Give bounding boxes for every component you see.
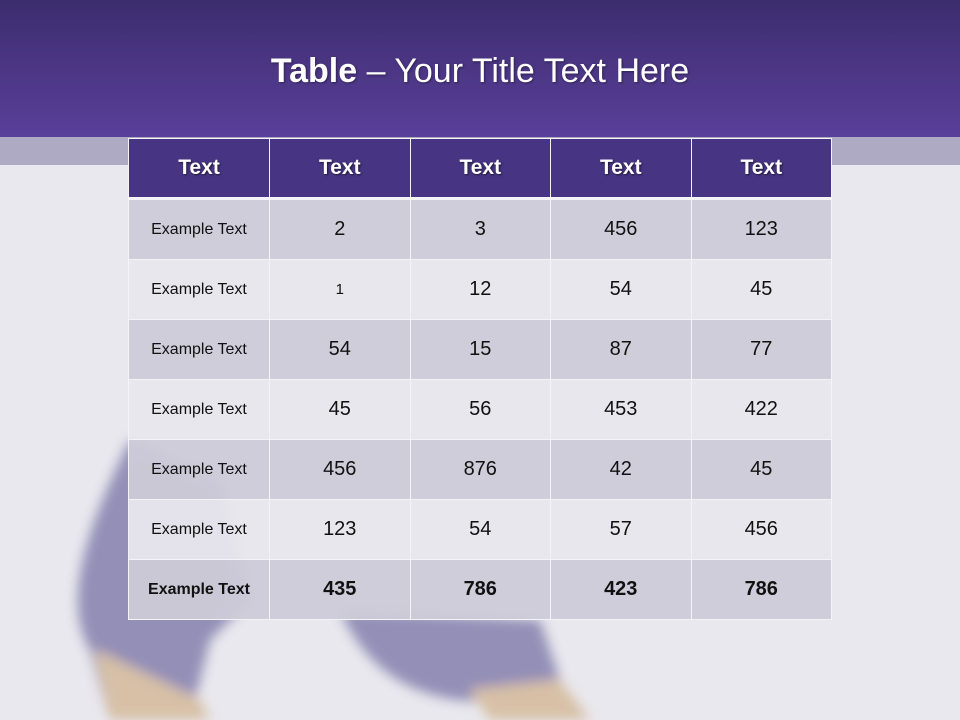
table-row: Example Text 123 54 57 456 bbox=[128, 499, 832, 560]
table-cell: 456 bbox=[550, 198, 692, 260]
data-table: Text Text Text Text Text Example Text 2 3 456 12… bbox=[128, 138, 832, 620]
row-label: Example Text bbox=[128, 559, 270, 620]
table-cell: 87 bbox=[550, 319, 692, 380]
title-banner bbox=[0, 0, 960, 137]
row-label: Example Text bbox=[128, 379, 270, 440]
table-cell: 422 bbox=[690, 379, 832, 440]
table-cell: 45 bbox=[690, 259, 832, 320]
table-cell: 42 bbox=[550, 439, 692, 500]
table-cell: 77 bbox=[690, 319, 832, 380]
table-row: Example Text 456 876 42 45 bbox=[128, 439, 832, 500]
column-header: Text bbox=[128, 138, 270, 200]
column-header: Text bbox=[409, 138, 551, 200]
table-cell: 123 bbox=[269, 499, 411, 560]
table-cell: 423 bbox=[550, 559, 692, 620]
table-cell: 45 bbox=[269, 379, 411, 440]
table-cell: 456 bbox=[269, 439, 411, 500]
column-header: Text bbox=[269, 138, 411, 200]
table-total-row: Example Text 435 786 423 786 bbox=[128, 559, 832, 620]
table-cell: 57 bbox=[550, 499, 692, 560]
table-cell: 123 bbox=[690, 198, 832, 260]
table-row: Example Text 54 15 87 77 bbox=[128, 319, 832, 380]
table-header-row: Text Text Text Text Text bbox=[128, 138, 832, 200]
table-cell: 435 bbox=[269, 559, 411, 620]
column-header: Text bbox=[690, 138, 832, 200]
table-cell: 12 bbox=[409, 259, 551, 320]
row-label: Example Text bbox=[128, 439, 270, 500]
title-rest: – Your Title Text Here bbox=[357, 52, 690, 90]
table-row: Example Text 2 3 456 123 bbox=[128, 198, 832, 260]
table-cell: 54 bbox=[409, 499, 551, 560]
row-label: Example Text bbox=[128, 499, 270, 560]
table-row: Example Text 1 12 54 45 bbox=[128, 259, 832, 320]
table-cell: 786 bbox=[409, 559, 551, 620]
table-cell: 2 bbox=[269, 198, 411, 260]
table-cell: 54 bbox=[269, 319, 411, 380]
table-cell: 456 bbox=[690, 499, 832, 560]
table-cell: 786 bbox=[690, 559, 832, 620]
row-label: Example Text bbox=[128, 198, 270, 260]
slide-title: Table – Your Title Text Here bbox=[0, 52, 960, 91]
table-cell: 15 bbox=[409, 319, 551, 380]
table-cell: 45 bbox=[690, 439, 832, 500]
table-cell: 56 bbox=[409, 379, 551, 440]
table-cell: 54 bbox=[550, 259, 692, 320]
row-label: Example Text bbox=[128, 259, 270, 320]
table-row: Example Text 45 56 453 422 bbox=[128, 379, 832, 440]
table-cell: 453 bbox=[550, 379, 692, 440]
table-cell: 1 bbox=[269, 259, 411, 320]
title-bold: Table bbox=[270, 52, 358, 90]
column-header: Text bbox=[550, 138, 692, 200]
table-cell: 3 bbox=[409, 198, 551, 260]
table-cell: 876 bbox=[409, 439, 551, 500]
row-label: Example Text bbox=[128, 319, 270, 380]
